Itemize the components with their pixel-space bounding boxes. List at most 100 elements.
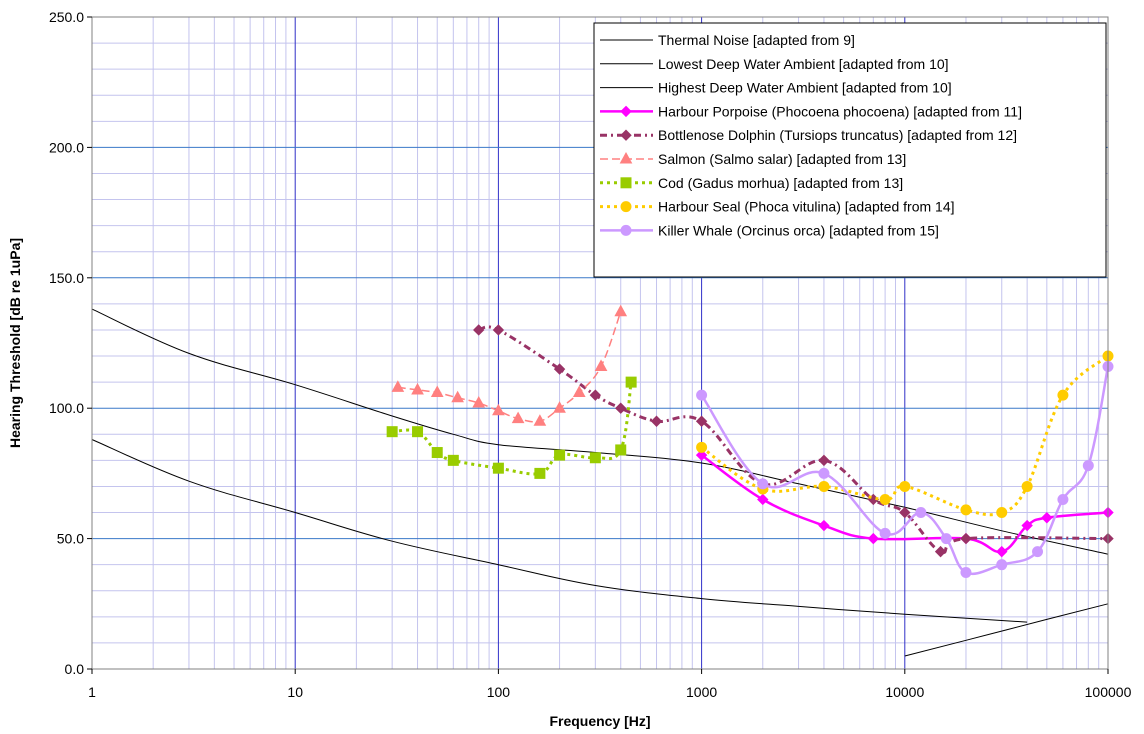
legend-label: Bottlenose Dolphin (Tursiops truncatus) … [658,127,1017,143]
legend-label: Cod (Gadus morhua) [adapted from 13] [658,175,903,191]
data-point [960,567,972,579]
data-point [818,519,830,532]
legend-item: Killer Whale (Orcinus orca) [adapted fro… [600,222,939,238]
legend-marker [620,224,632,236]
data-point [996,545,1008,558]
x-tick-label: 100 [487,684,511,700]
series-layer [91,304,1114,657]
data-point [615,444,627,456]
data-point [391,380,405,392]
series-line [91,439,1028,623]
data-point [940,533,952,545]
data-point [589,389,602,401]
data-point [553,363,566,375]
data-point [1032,546,1044,558]
data-point [899,480,911,492]
data-point [386,426,398,438]
data-point [615,402,627,414]
plot-frame [91,16,1109,670]
data-point [1041,512,1053,524]
legend-marker [620,105,632,118]
data-point [492,462,504,474]
legend-item: Harbour Porpoise (Phocoena phocoena) [ad… [600,103,1022,119]
legend-item: Bottlenose Dolphin (Tursiops truncatus) … [600,127,1017,143]
legend-label: Harbour Seal (Phoca vitulina) [adapted f… [658,199,955,215]
y-tick-label: 50.0 [57,531,84,547]
data-point [473,324,485,336]
data-point [818,454,830,467]
legend-box [593,22,1107,278]
y-tick-labels: 0.0 50.0 100.0 150.0 200.0 250.0 [49,9,92,677]
data-point [534,467,546,479]
legend-item: Salmon (Salmo salar) [adapted from 13] [600,151,906,167]
data-point [1082,460,1094,472]
y-tick-label: 250.0 [49,9,84,25]
data-point [818,480,830,492]
data-point [572,385,586,398]
legend: Thermal Noise [adapted from 9] Lowest Dee… [593,22,1107,278]
series-7 [386,376,637,479]
data-point [696,441,708,453]
data-point [553,401,566,413]
data-point [1057,389,1069,401]
y-tick-label: 150.0 [49,270,84,286]
y-tick-label: 100.0 [49,400,84,416]
series-1 [904,603,1109,657]
data-point [879,493,891,505]
series-line [700,366,1110,576]
data-point [696,389,708,401]
data-point [1057,493,1069,505]
series-8 [696,350,1114,519]
data-point [867,532,880,545]
data-point [411,382,424,395]
data-point [996,507,1008,519]
series-line [478,325,1109,554]
legend-marker [619,151,633,164]
series-line [904,603,1109,657]
legend-marker [620,201,632,213]
legend-item: Harbour Seal (Phoca vitulina) [adapted f… [600,199,955,215]
legend-marker [620,129,632,141]
data-point [412,426,424,438]
data-point [492,403,505,416]
data-point [430,385,444,398]
data-point [934,545,947,558]
x-tick-labels: 1 10 100 1000 10000 100000 [88,669,1132,700]
data-point [695,449,708,461]
data-point [757,493,769,506]
data-point [511,411,525,424]
legend-item: Highest Deep Water Ambient [adapted from… [600,80,952,96]
data-point [818,467,830,479]
data-point [614,304,628,317]
data-point [879,527,891,539]
data-point [996,559,1008,571]
x-tick-label: 10 [287,684,303,700]
data-point [695,415,708,427]
data-point [431,447,443,459]
y-tick-label: 0.0 [65,661,85,677]
x-axis-title: Frequency [Hz] [549,713,650,729]
data-point [594,359,608,371]
data-point [899,506,911,519]
x-tick-label: 100000 [1085,684,1132,700]
data-point [1021,519,1033,532]
series-6 [391,304,628,426]
x-tick-label: 1000 [686,684,717,700]
data-point [625,376,637,388]
x-tick-label: 1 [88,684,96,700]
legend-label: Lowest Deep Water Ambient [adapted from … [658,56,949,72]
legend-item: Cod (Gadus morhua) [adapted from 13] [600,175,903,191]
data-point [589,452,601,464]
data-point [492,324,505,336]
legend-marker [620,177,632,189]
data-point [960,532,972,545]
series-2 [91,439,1028,623]
data-point [472,395,486,408]
data-point [960,504,972,516]
legend-item: Thermal Noise [adapted from 9] [600,32,855,48]
data-point [447,454,459,466]
x-tick-label: 10000 [885,684,924,700]
legend-label: Killer Whale (Orcinus orca) [adapted fro… [658,222,939,238]
data-point [757,478,769,490]
